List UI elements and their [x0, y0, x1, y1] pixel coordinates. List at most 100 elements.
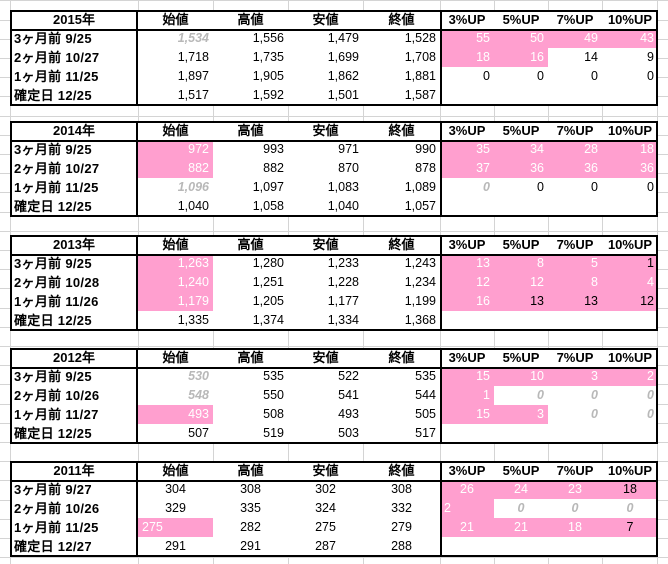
row-label[interactable]: 1ヶ月前 11/26 — [14, 294, 99, 309]
up5-cell[interactable] — [494, 424, 548, 443]
open-cell[interactable]: 1,897 — [177, 69, 209, 83]
header-up10[interactable]: 10%UP — [607, 463, 653, 478]
header-up7[interactable]: 7%UP — [556, 463, 594, 478]
close-cell[interactable]: 1,057 — [404, 199, 436, 213]
up7-cell[interactable] — [548, 424, 602, 443]
year-label[interactable]: 2011年 — [53, 463, 95, 478]
high-cell[interactable]: 508 — [263, 407, 284, 421]
header-high[interactable]: 高値 — [237, 123, 264, 138]
header-up7[interactable]: 7%UP — [556, 123, 594, 138]
up10-cell[interactable]: 0 — [626, 501, 634, 515]
low-cell[interactable]: 1,699 — [327, 50, 359, 64]
row-label[interactable]: 2ヶ月前 10/26 — [14, 501, 100, 516]
up10-cell[interactable]: 1 — [602, 254, 658, 273]
high-cell[interactable]: 550 — [263, 388, 284, 402]
row-label[interactable]: 3ヶ月前 9/25 — [14, 256, 92, 271]
up7-cell[interactable]: 13 — [548, 292, 602, 311]
row-label[interactable]: 2ヶ月前 10/27 — [14, 50, 100, 65]
open-cell[interactable]: 1,263 — [138, 254, 213, 273]
header-up3[interactable]: 3%UP — [448, 350, 486, 365]
low-cell[interactable]: 870 — [338, 161, 359, 175]
up3-cell[interactable]: 15 — [440, 405, 494, 424]
header-up7[interactable]: 7%UP — [556, 237, 594, 252]
low-cell[interactable]: 1,083 — [327, 180, 359, 194]
up5-cell[interactable]: 8 — [494, 254, 548, 273]
up10-cell[interactable]: 0 — [647, 69, 654, 83]
up3-cell[interactable] — [440, 311, 494, 330]
high-cell[interactable]: 1,280 — [252, 256, 284, 270]
open-cell[interactable]: 493 — [138, 405, 213, 424]
close-cell[interactable]: 1,368 — [404, 313, 436, 327]
header-close[interactable]: 終値 — [388, 237, 415, 252]
up10-cell[interactable]: 18 — [602, 140, 658, 159]
open-cell[interactable]: 1,517 — [177, 88, 209, 102]
header-open[interactable]: 始値 — [162, 463, 189, 478]
close-cell[interactable]: 1,199 — [404, 294, 436, 308]
low-cell[interactable]: 1,501 — [327, 88, 359, 102]
up10-cell[interactable]: 18 — [602, 480, 658, 499]
header-low[interactable]: 安値 — [312, 123, 339, 138]
up5-cell[interactable] — [494, 86, 548, 105]
low-cell[interactable]: 1,040 — [327, 199, 359, 213]
up10-cell[interactable]: 9 — [647, 50, 654, 64]
open-cell[interactable]: 1,179 — [138, 292, 213, 311]
low-cell[interactable]: 503 — [338, 426, 359, 440]
up7-cell[interactable]: 0 — [591, 407, 598, 421]
up7-cell[interactable]: 23 — [548, 480, 602, 499]
low-cell[interactable]: 1,334 — [327, 313, 359, 327]
up3-cell[interactable] — [440, 86, 494, 105]
low-cell[interactable]: 1,479 — [327, 31, 359, 45]
header-up3[interactable]: 3%UP — [448, 463, 486, 478]
high-cell[interactable]: 335 — [240, 501, 261, 515]
up3-cell[interactable]: 0 — [483, 69, 490, 83]
row-label[interactable]: 確定日 12/25 — [14, 313, 92, 328]
high-cell[interactable]: 1,251 — [252, 275, 284, 289]
close-cell[interactable]: 288 — [391, 539, 412, 553]
up10-cell[interactable]: 7 — [602, 518, 658, 537]
high-cell[interactable]: 535 — [263, 369, 284, 383]
header-low[interactable]: 安値 — [312, 12, 339, 27]
up5-cell[interactable]: 34 — [494, 140, 548, 159]
high-cell[interactable]: 519 — [263, 426, 284, 440]
open-cell[interactable]: 329 — [165, 501, 186, 515]
up5-cell[interactable]: 13 — [494, 292, 548, 311]
high-cell[interactable]: 308 — [240, 482, 261, 496]
up7-cell[interactable]: 28 — [548, 140, 602, 159]
open-cell[interactable]: 972 — [138, 140, 213, 159]
close-cell[interactable]: 332 — [391, 501, 412, 515]
up3-cell[interactable] — [440, 424, 494, 443]
up7-cell[interactable] — [548, 537, 602, 556]
up10-cell[interactable]: 0 — [647, 388, 654, 402]
low-cell[interactable]: 1,228 — [327, 275, 359, 289]
header-low[interactable]: 安値 — [312, 350, 339, 365]
close-cell[interactable]: 505 — [415, 407, 436, 421]
low-cell[interactable]: 1,177 — [327, 294, 359, 308]
up5-cell[interactable]: 0 — [517, 501, 525, 515]
up3-cell[interactable]: 37 — [440, 159, 494, 178]
low-cell[interactable]: 541 — [338, 388, 359, 402]
row-label[interactable]: 確定日 12/25 — [14, 426, 92, 441]
low-cell[interactable]: 1,233 — [327, 256, 359, 270]
low-cell[interactable]: 275 — [315, 520, 336, 534]
up3-cell[interactable]: 1 — [440, 386, 494, 405]
close-cell[interactable]: 1,528 — [404, 31, 436, 45]
header-up7[interactable]: 7%UP — [556, 12, 594, 27]
open-cell[interactable]: 275 — [138, 518, 213, 537]
up7-cell[interactable]: 0 — [591, 180, 598, 194]
header-high[interactable]: 高値 — [237, 12, 264, 27]
row-label[interactable]: 1ヶ月前 11/25 — [14, 69, 99, 84]
up7-cell[interactable]: 0 — [591, 69, 598, 83]
high-cell[interactable]: 1,592 — [252, 88, 284, 102]
up10-cell[interactable]: 43 — [602, 29, 658, 48]
up7-cell[interactable]: 3 — [548, 367, 602, 386]
up3-cell[interactable]: 55 — [440, 29, 494, 48]
up7-cell[interactable]: 14 — [584, 50, 598, 64]
row-label[interactable]: 1ヶ月前 11/25 — [14, 520, 99, 535]
close-cell[interactable]: 1,587 — [404, 88, 436, 102]
up10-cell[interactable]: 0 — [647, 180, 654, 194]
up3-cell[interactable]: 15 — [440, 367, 494, 386]
header-close[interactable]: 終値 — [388, 463, 415, 478]
high-cell[interactable]: 1,905 — [252, 69, 284, 83]
row-label[interactable]: 確定日 12/27 — [14, 539, 92, 554]
up5-cell[interactable]: 16 — [494, 48, 548, 67]
